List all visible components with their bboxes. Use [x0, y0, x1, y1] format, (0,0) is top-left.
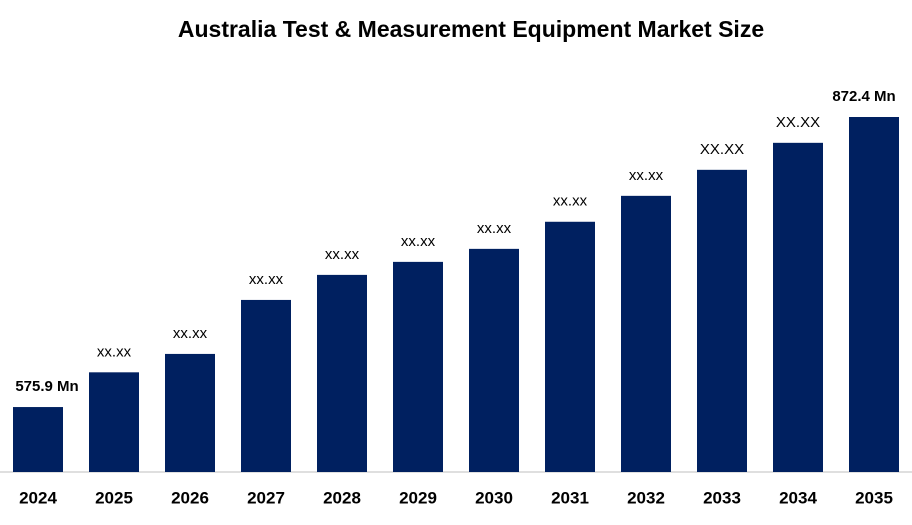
value-label: xx.xx [173, 325, 208, 342]
x-tick-label: 2035 [855, 488, 893, 507]
x-tick-label: 2031 [551, 488, 589, 507]
value-label: xx.xx [97, 343, 132, 360]
bar [773, 142, 823, 472]
bar [697, 169, 747, 472]
x-tick-label: 2028 [323, 488, 361, 507]
value-label: xx.xx [477, 220, 512, 237]
x-tick-label: 2026 [171, 488, 209, 507]
value-label: xx.xx [629, 167, 664, 184]
value-label: 872.4 Mn [832, 88, 895, 105]
bar [393, 261, 443, 472]
x-tick-label: 2029 [399, 488, 437, 507]
value-label: xx.xx [553, 193, 588, 210]
bar [317, 274, 367, 472]
chart-title: Australia Test & Measurement Equipment M… [178, 16, 764, 42]
x-tick-label: 2024 [19, 488, 57, 507]
bar [89, 372, 139, 472]
x-tick-label: 2033 [703, 488, 741, 507]
bar [621, 195, 671, 472]
x-tick-label: 2025 [95, 488, 133, 507]
x-tick-label: 2030 [475, 488, 513, 507]
value-label: XX.XX [776, 114, 820, 131]
x-tick-label: 2027 [247, 488, 285, 507]
value-label: xx.xx [325, 246, 360, 263]
x-tick-label: 2034 [779, 488, 817, 507]
x-tick-label: 2032 [627, 488, 665, 507]
value-label: 575.9 Mn [15, 378, 78, 395]
bar [13, 407, 63, 472]
value-label: XX.XX [700, 141, 744, 158]
bar [469, 248, 519, 472]
value-label: xx.xx [401, 233, 436, 250]
bar [241, 299, 291, 472]
value-label: xx.xx [249, 271, 284, 288]
bar [545, 221, 595, 472]
bar [165, 353, 215, 472]
bar [849, 116, 899, 472]
